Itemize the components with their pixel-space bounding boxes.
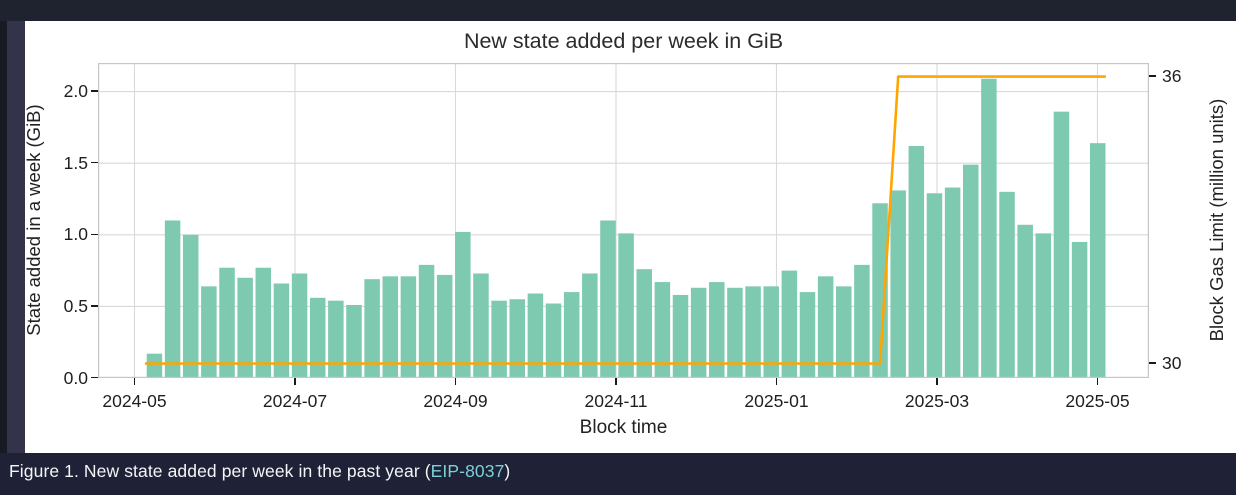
x-tickmark: [133, 377, 136, 385]
bar-week-35: [763, 285, 779, 378]
bar-week-38: [817, 275, 834, 378]
x-tick-label: 2024-07: [262, 390, 328, 411]
x-tickmark: [936, 377, 938, 385]
bar-week-20: [491, 300, 507, 378]
bar-week-36: [781, 270, 798, 378]
bar-week-11: [328, 300, 344, 378]
chart-title: New state added per week in GiB: [463, 29, 784, 53]
y-right-tick-label: 36: [1162, 66, 1182, 87]
y-left-tick-label: 1.5: [63, 152, 88, 173]
chart-figure: New state added per week in GiB State ad…: [23, 21, 1236, 453]
x-tick-label: 2025-05: [1065, 390, 1130, 411]
bar-week-2: [164, 219, 181, 378]
y-left-tickmark: [91, 305, 98, 307]
y-right-tick-label: 30: [1162, 353, 1182, 373]
bar-week-41: [872, 202, 888, 378]
plot-border: [98, 62, 1149, 378]
bar-week-14: [382, 275, 399, 378]
bar-week-10: [309, 297, 326, 378]
x-tick-label: 2024-11: [584, 390, 648, 411]
bar-week-22: [527, 293, 544, 378]
gas-limit-line: [145, 74, 1106, 365]
x-tickmark: [294, 377, 296, 385]
bar-week-4: [201, 285, 217, 378]
bar-week-48: [999, 191, 1015, 378]
bar-week-39: [836, 285, 852, 378]
bar-week-52: [1071, 241, 1088, 378]
bar-week-51: [1053, 111, 1070, 378]
bar-week-1: [146, 353, 163, 378]
y-left-tickmark: [91, 161, 98, 164]
bar-week-27: [618, 232, 634, 378]
bar-week-19: [473, 272, 489, 378]
bar-week-9: [291, 272, 308, 378]
caption-prefix: Figure 1. New state added per week in th…: [9, 461, 431, 481]
bar-week-16: [418, 264, 435, 378]
bar-week-7: [255, 267, 272, 378]
bar-week-33: [727, 287, 743, 378]
bar-week-29: [654, 281, 671, 378]
page-top-band: [0, 0, 1236, 21]
bar-week-32: [709, 281, 725, 378]
bar-week-13: [364, 278, 380, 378]
x-tickmark: [454, 377, 457, 385]
x-tick-label: 2024-05: [102, 390, 167, 411]
bar-week-43: [908, 145, 925, 378]
bar-week-46: [963, 164, 979, 378]
caption-link-eip[interactable]: EIP-8037: [430, 461, 505, 481]
y-right-tickmark: [1149, 362, 1156, 364]
x-tickmark: [615, 377, 617, 385]
bar-week-53: [1089, 142, 1106, 378]
bar-week-44: [926, 192, 943, 378]
bar-week-40: [854, 264, 870, 378]
bar-week-6: [237, 277, 253, 378]
bar-week-21: [509, 298, 525, 378]
x-axis-label: Block time: [579, 417, 668, 438]
bar-week-23: [545, 303, 562, 378]
bar-week-34: [745, 285, 761, 378]
bar-week-5: [219, 267, 235, 378]
bar-week-26: [600, 219, 616, 378]
x-tick-label: 2025-03: [904, 390, 970, 411]
y-left-tickmark: [91, 90, 98, 92]
x-tick-label: 2024-09: [423, 390, 488, 411]
bar-week-31: [690, 287, 707, 378]
bar-week-12: [346, 304, 362, 378]
bar-week-25: [582, 272, 598, 378]
y-right-tickmark: [1149, 75, 1156, 77]
bar-week-17: [436, 274, 453, 378]
x-tickmark: [1096, 377, 1099, 385]
bar-week-30: [672, 294, 689, 378]
bar-week-3: [182, 234, 199, 378]
figure-caption: Figure 1. New state added per week in th…: [9, 461, 510, 482]
y-left-tick-label: 1.0: [63, 224, 88, 245]
bar-week-15: [400, 275, 417, 378]
y-left-tickmark: [91, 376, 98, 379]
x-tick-label: 2025-01: [744, 390, 809, 411]
y-left-tick-label: 2.0: [63, 81, 88, 102]
bar-week-37: [799, 291, 816, 378]
bar-week-8: [273, 282, 290, 378]
bar-week-47: [981, 78, 997, 378]
page-left-strip: [7, 21, 25, 453]
bar-week-28: [636, 268, 652, 378]
bar-week-24: [563, 291, 580, 378]
bar-week-49: [1017, 224, 1033, 378]
bar-week-50: [1035, 232, 1052, 378]
caption-suffix: ): [504, 461, 511, 481]
bar-week-42: [890, 189, 906, 378]
y-left-tickmark: [91, 233, 98, 236]
bar-week-45: [944, 187, 961, 378]
plot-area: [98, 62, 1149, 378]
x-tickmark: [775, 377, 778, 385]
y-left-tick-label: 0.0: [63, 367, 88, 388]
y-left-tick-label: 0.5: [63, 295, 88, 316]
caption-band: Figure 1. New state added per week in th…: [0, 453, 1236, 495]
bar-week-18: [455, 231, 471, 378]
